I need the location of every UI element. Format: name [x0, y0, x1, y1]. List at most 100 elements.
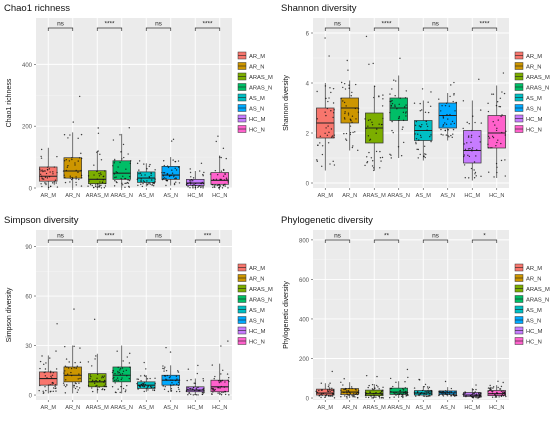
data-point	[331, 136, 333, 138]
data-point	[349, 125, 352, 127]
x-tick-label: ARAS_N	[388, 405, 410, 411]
box-HC_M	[462, 384, 482, 399]
data-point	[139, 172, 142, 175]
data-point	[375, 391, 377, 394]
data-point	[153, 387, 156, 389]
data-point	[202, 392, 205, 394]
data-point	[190, 176, 192, 178]
data-point	[53, 181, 56, 183]
data-point	[66, 166, 69, 168]
data-point	[473, 169, 475, 171]
data-point	[73, 367, 75, 369]
data-point	[464, 177, 466, 179]
data-point	[345, 138, 347, 140]
data-point	[343, 101, 346, 104]
significance-bracket: ****	[96, 233, 123, 243]
data-point	[379, 397, 381, 399]
jitter-points	[315, 370, 336, 399]
significance-label: ns	[334, 21, 342, 28]
data-point	[136, 178, 139, 181]
data-point	[117, 379, 119, 382]
data-point	[453, 94, 455, 96]
data-point	[99, 172, 102, 174]
data-point	[139, 386, 142, 388]
data-point	[165, 346, 167, 349]
data-point	[42, 170, 44, 173]
data-point	[162, 367, 164, 370]
box-AS_N	[161, 346, 181, 393]
data-point	[137, 378, 140, 381]
data-point	[348, 84, 350, 86]
data-point	[211, 364, 213, 366]
data-point	[222, 147, 225, 150]
data-point	[96, 381, 99, 383]
data-point	[340, 396, 342, 398]
data-point	[53, 183, 55, 185]
data-point	[227, 377, 230, 379]
data-point	[478, 394, 480, 396]
data-point	[452, 393, 455, 395]
data-point	[453, 392, 455, 394]
data-point	[340, 393, 342, 395]
data-point	[99, 181, 101, 183]
data-point	[121, 367, 124, 369]
data-point	[96, 373, 99, 376]
data-point	[64, 365, 67, 367]
data-point	[490, 387, 492, 389]
data-point	[164, 385, 166, 388]
data-point	[224, 185, 226, 187]
data-point	[342, 384, 344, 386]
data-point	[154, 180, 156, 183]
jitter-points	[340, 59, 360, 152]
data-point	[215, 178, 218, 181]
data-point	[187, 182, 189, 185]
data-point	[177, 384, 180, 387]
data-point	[212, 391, 214, 393]
jitter-points	[487, 72, 507, 178]
data-point	[111, 371, 114, 374]
data-point	[122, 370, 125, 373]
legend-item: AR_M	[514, 263, 542, 272]
data-point	[114, 391, 117, 393]
data-point	[450, 134, 452, 137]
data-point	[65, 358, 68, 360]
data-point	[473, 396, 475, 399]
data-point	[143, 374, 146, 377]
data-point	[325, 394, 327, 397]
data-point	[330, 91, 332, 94]
legend-item: ARAS_N	[237, 295, 272, 304]
x-tick-label: AR_M	[40, 193, 56, 199]
data-point	[138, 173, 140, 175]
data-point	[96, 178, 98, 180]
data-point	[395, 392, 397, 394]
data-point	[421, 389, 424, 392]
data-point	[320, 396, 322, 399]
x-tick-label: AR_M	[317, 193, 333, 199]
data-point	[320, 382, 323, 384]
data-point	[190, 388, 192, 390]
data-point	[343, 388, 345, 391]
data-point	[100, 184, 102, 186]
data-point	[401, 395, 403, 398]
data-point	[329, 163, 331, 165]
legend-item: AR_N	[514, 274, 541, 283]
data-point	[119, 369, 121, 371]
data-point	[500, 385, 503, 388]
data-point	[77, 137, 79, 140]
data-point	[462, 127, 464, 130]
data-point	[62, 170, 65, 172]
y-tick-label: 6	[306, 31, 310, 37]
data-point	[475, 155, 477, 157]
legend-item: AR_N	[514, 62, 541, 71]
data-point	[70, 371, 72, 374]
data-point	[209, 173, 212, 175]
data-point	[214, 184, 216, 186]
data-point	[102, 381, 105, 383]
data-point	[218, 381, 221, 384]
data-point	[377, 386, 379, 388]
jitter-points	[38, 323, 58, 394]
data-point	[52, 387, 55, 389]
data-point	[114, 382, 116, 384]
data-point	[393, 392, 395, 394]
legend-item: AR_M	[514, 51, 542, 60]
